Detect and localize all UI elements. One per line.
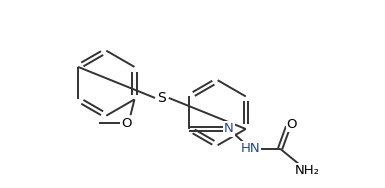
Text: N: N [224,122,234,136]
Text: S: S [157,91,166,105]
Text: O: O [121,117,132,130]
Text: HN: HN [241,142,260,155]
Text: NH₂: NH₂ [295,164,320,177]
Text: O: O [287,118,297,130]
